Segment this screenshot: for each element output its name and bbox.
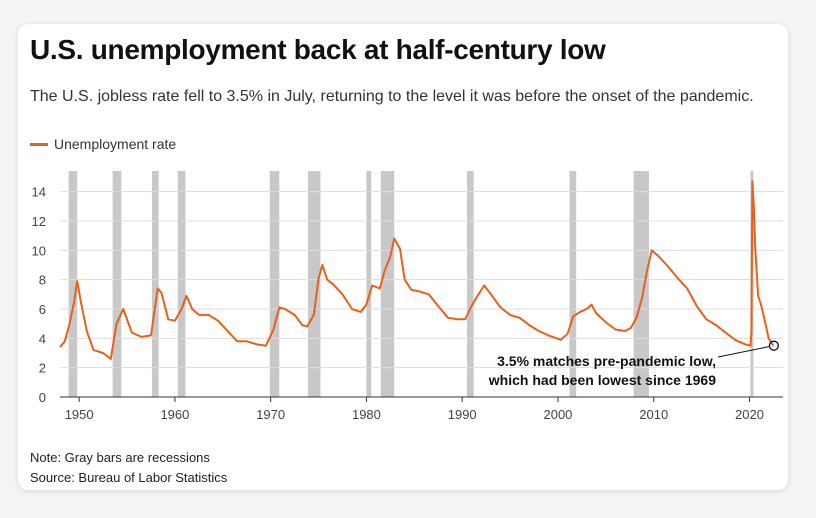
recession-bar: [112, 171, 122, 397]
annotation-pointer: [717, 346, 770, 358]
chart-note: Note: Gray bars are recessions: [30, 450, 210, 465]
legend: Unemployment rate: [30, 136, 176, 152]
x-tick-label: 1970: [256, 407, 285, 422]
y-tick-label: 6: [39, 302, 46, 317]
recession-bar: [308, 171, 321, 397]
x-tick-label: 1980: [352, 407, 381, 422]
y-tick-label: 4: [39, 331, 46, 346]
chart-card: U.S. unemployment back at half-century l…: [18, 24, 788, 490]
y-tick-label: 10: [32, 243, 46, 258]
annotation-line-2: which had been lowest since 1969: [488, 372, 716, 388]
recession-bars: [68, 171, 754, 397]
x-tick-label: 1960: [160, 407, 189, 422]
legend-swatch: [30, 142, 48, 146]
y-tick-label: 8: [39, 273, 46, 288]
x-tick-label: 1990: [448, 407, 477, 422]
recession-bar: [633, 171, 649, 397]
recession-bar: [569, 171, 577, 397]
gridlines: [60, 191, 783, 369]
legend-label: Unemployment rate: [54, 136, 177, 152]
recession-bar: [68, 171, 78, 397]
x-tick-label: 2000: [543, 407, 572, 422]
x-tick-label: 1950: [65, 407, 94, 422]
x-axis-ticks: 1950 1960 1970 1980 1990 2000 2010 2020: [65, 397, 764, 422]
annotation-line-1: 3.5% matches pre-pandemic low,: [497, 353, 716, 369]
x-tick-label: 2010: [639, 407, 668, 422]
recession-bar: [177, 171, 186, 397]
highlight-point-marker: [768, 340, 780, 351]
recession-bar: [380, 171, 395, 397]
chart-title: U.S. unemployment back at half-century l…: [30, 34, 606, 65]
x-tick-label: 2020: [735, 407, 764, 422]
y-tick-label: 0: [39, 390, 46, 405]
line-chart: 0 2 4 6 8 10 12 14 1950 1960 1970 1980 1990 2000 2010…: [32, 171, 783, 422]
recession-bar: [466, 171, 474, 397]
recession-bar: [366, 171, 372, 397]
chart-source: Source: Bureau of Labor Statistics: [30, 470, 228, 485]
chart-subtitle: The U.S. jobless rate fell to 3.5% in Ju…: [30, 88, 754, 105]
y-tick-label: 14: [32, 185, 46, 200]
y-tick-label: 12: [32, 214, 46, 229]
unemployment-rate-line: [59, 180, 775, 360]
y-tick-label: 2: [39, 361, 46, 376]
y-axis-ticks: 0 2 4 6 8 10 12 14: [32, 185, 46, 405]
recession-bar: [269, 171, 280, 397]
recession-bar: [151, 171, 159, 397]
